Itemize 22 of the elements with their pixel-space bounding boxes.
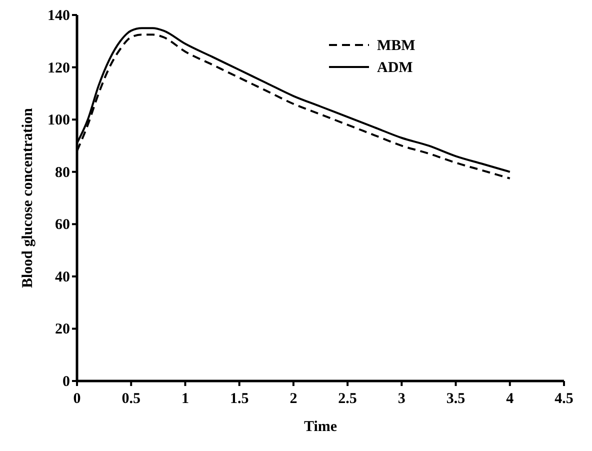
- y-tick-label: 80: [55, 164, 70, 181]
- x-tick-label: 2.5: [338, 391, 357, 407]
- legend-label: MBM: [377, 38, 416, 54]
- x-tick-label: 3.5: [446, 391, 466, 407]
- y-tick-label: 60: [55, 217, 70, 234]
- x-tick-label: 1.5: [230, 391, 249, 407]
- y-tick-label: 40: [55, 269, 70, 286]
- x-tick-label: 3: [398, 391, 406, 407]
- x-tick-label: 0.5: [122, 391, 140, 407]
- x-tick-label: 0: [73, 391, 81, 407]
- legend-label: ADM: [377, 60, 413, 76]
- y-tick-label: 140: [48, 8, 70, 24]
- y-tick-label: 100: [48, 112, 70, 129]
- x-axis-title: Time: [304, 419, 338, 435]
- y-tick-label: 0: [62, 374, 70, 390]
- y-tick-label: 20: [55, 322, 70, 338]
- x-tick-label: 1: [181, 391, 189, 407]
- y-axis-title: Blood glucose concentration: [20, 107, 36, 288]
- x-tick-label: 2: [290, 391, 298, 407]
- y-tick-label: 120: [48, 60, 70, 76]
- x-tick-label: 4: [506, 391, 514, 407]
- x-tick-label: 4.5: [554, 391, 574, 407]
